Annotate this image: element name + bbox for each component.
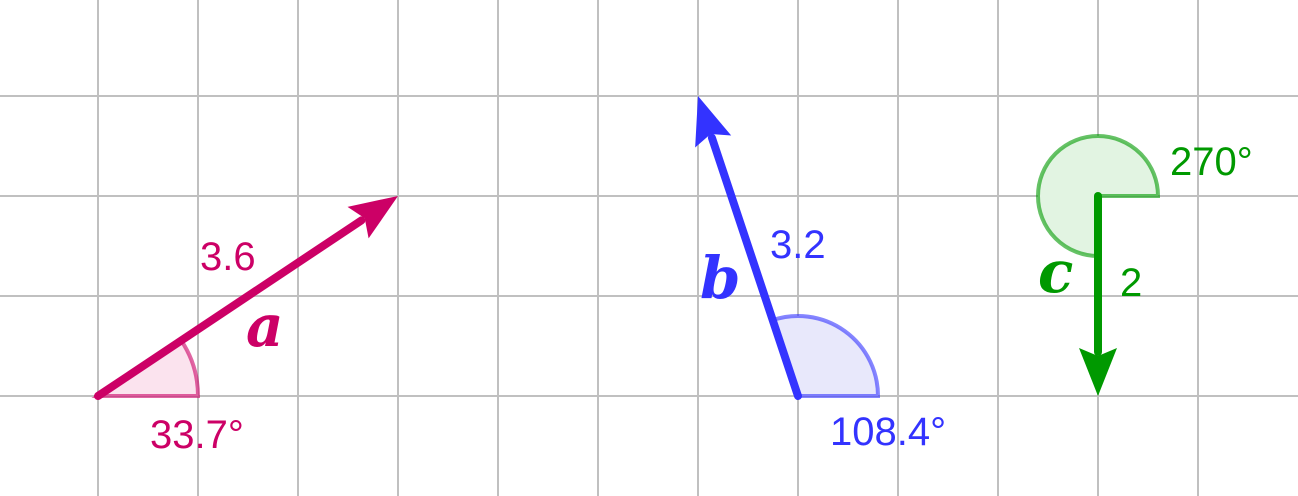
vector-c-magnitude-label: 2 bbox=[1120, 261, 1142, 305]
vector-b-arrowhead bbox=[695, 96, 732, 148]
vector-a: 3.6 33.7° a bbox=[91, 196, 398, 457]
vector-c-name-label: c bbox=[1038, 238, 1073, 306]
vector-c: 2 270° c bbox=[1036, 134, 1253, 396]
vector-b: 3.2 108.4° b bbox=[695, 96, 946, 454]
vector-a-arrowhead bbox=[347, 196, 398, 239]
vector-b-angle-sector bbox=[770, 314, 881, 398]
vector-a-magnitude-label: 3.6 bbox=[200, 235, 256, 279]
vector-a-name-label: a bbox=[246, 292, 284, 360]
vector-b-magnitude-label: 3.2 bbox=[770, 223, 826, 267]
vector-c-arrowhead bbox=[1079, 348, 1117, 396]
vector-c-angle-label: 270° bbox=[1170, 140, 1253, 184]
vector-c-angle-sector bbox=[1036, 134, 1161, 259]
vector-b-angle-label: 108.4° bbox=[830, 410, 946, 454]
vector-a-shaft bbox=[94, 216, 366, 400]
vector-b-shaft bbox=[707, 133, 802, 400]
vector-a-angle-label: 33.7° bbox=[150, 413, 244, 457]
vector-b-name-label: b bbox=[700, 244, 741, 312]
